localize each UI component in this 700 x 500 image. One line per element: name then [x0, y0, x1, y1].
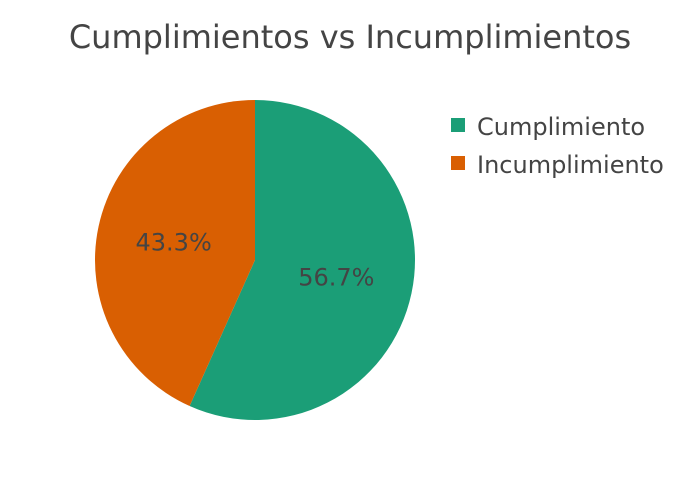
pie-slice-incumplimiento[interactable] — [95, 100, 255, 407]
legend-label-incumplimiento: Incumplimiento — [477, 151, 664, 179]
slice-label-cumplimiento: 56.7% — [298, 263, 374, 291]
legend-item-incumplimiento[interactable]: Incumplimiento — [451, 151, 664, 179]
legend-item-cumplimiento[interactable]: Cumplimiento — [451, 113, 645, 141]
pie-slice-cumplimiento[interactable] — [189, 100, 416, 420]
legend-swatch-cumplimiento — [451, 118, 465, 132]
slice-label-group: 56.7% 43.3% — [136, 229, 375, 292]
legend-label-cumplimiento: Cumplimiento — [477, 113, 645, 141]
chart-title: Cumplimientos vs Incumplimientos — [69, 18, 631, 56]
pie-group — [95, 100, 416, 420]
slice-label-incumplimiento: 43.3% — [136, 229, 212, 257]
legend-swatch-incumplimiento — [451, 156, 465, 170]
legend: Cumplimiento Incumplimiento — [451, 113, 664, 179]
